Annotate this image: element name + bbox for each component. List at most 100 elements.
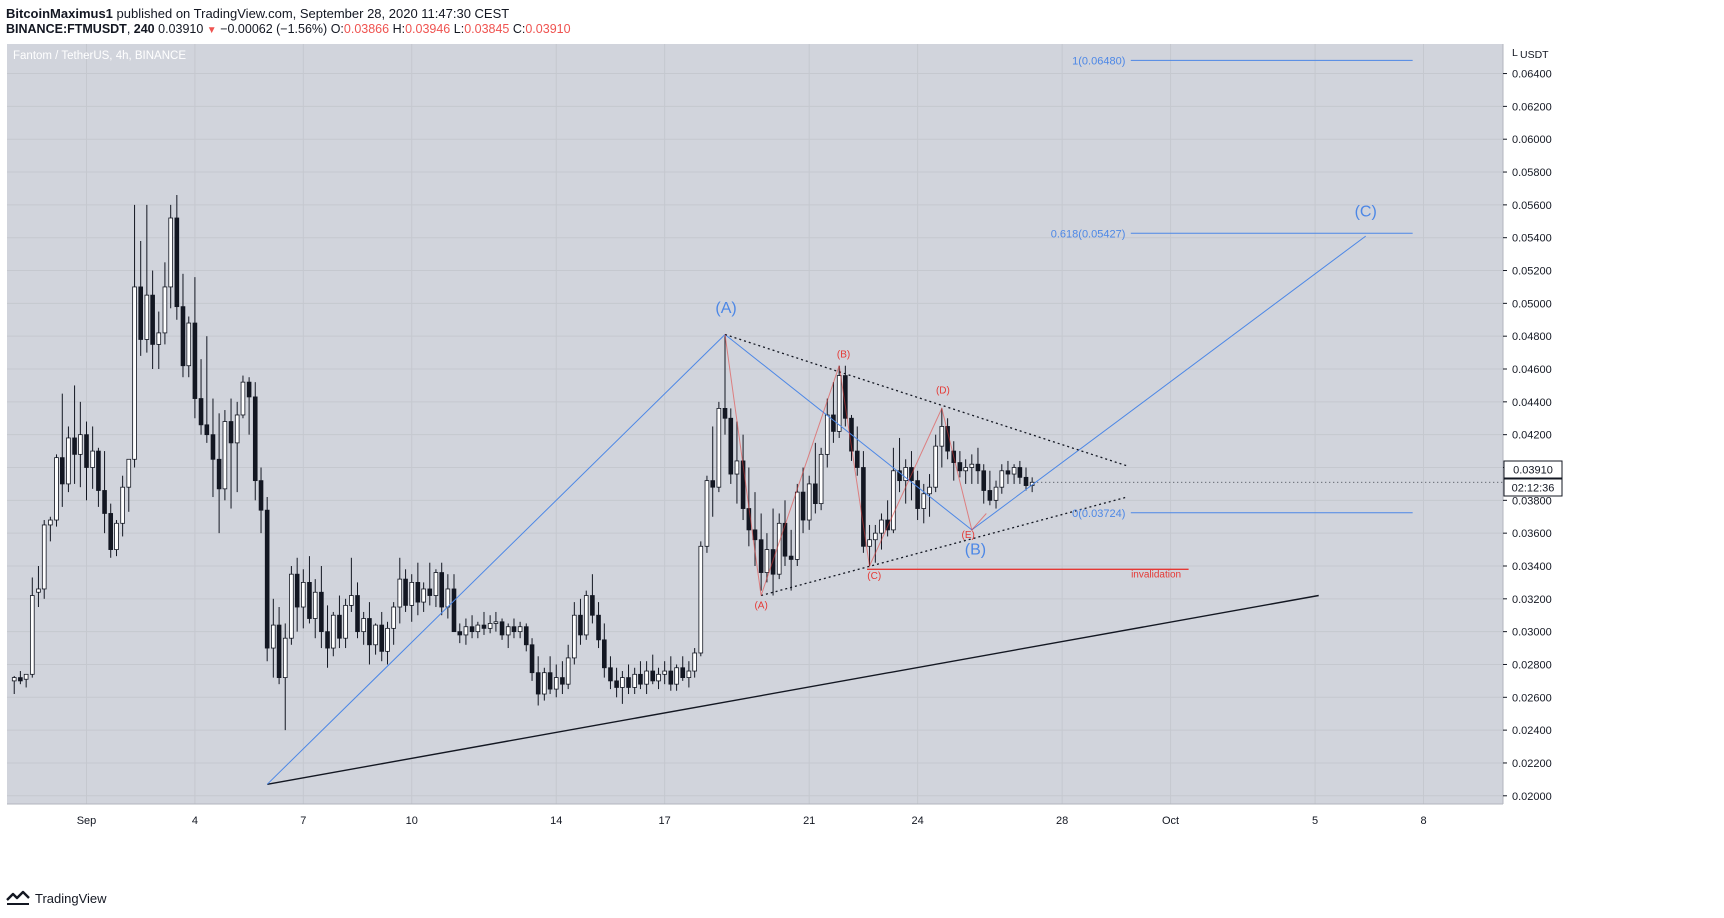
x-axis: Sep 4 7 10 14 17 21 24 28 Oct 5 8 (77, 815, 1427, 827)
low-label: L: (453, 22, 465, 36)
candle-down (722, 408, 728, 419)
wave-label: (E) (962, 530, 975, 541)
trend-lines (267, 594, 1319, 785)
candle-up (698, 545, 704, 654)
publish-info: BitcoinMaximus1 published on TradingView… (6, 6, 509, 21)
candle-up (475, 624, 481, 633)
annotation-label: invalidation (1131, 569, 1181, 580)
candle-down (788, 555, 794, 560)
candle-up (54, 457, 59, 521)
candle-up (385, 627, 390, 652)
candle-up (168, 217, 173, 288)
candle-up (487, 623, 493, 629)
candle-down (668, 670, 674, 685)
candle-up (433, 572, 439, 596)
candle-down (740, 460, 746, 509)
candle-down (228, 421, 234, 444)
candle-up (716, 408, 722, 488)
candle-down (337, 614, 342, 639)
last-price: 0.03910 (158, 22, 204, 36)
candle-up (48, 519, 53, 526)
candle-down (897, 470, 902, 482)
price-scale[interactable] (1503, 44, 1724, 804)
candle-up (343, 604, 348, 639)
candle-up (445, 588, 451, 608)
candle-up (674, 667, 679, 685)
candle-down (885, 519, 890, 531)
candle-up (879, 519, 884, 534)
x-tick-label: 17 (659, 815, 671, 827)
x-tick-label: 10 (406, 815, 418, 827)
y-tick-label: 0.04200 (1512, 430, 1552, 442)
high-value: 0.03946 (405, 22, 451, 36)
candle-down (204, 424, 210, 436)
candle-up (542, 672, 547, 695)
chart-container[interactable]: 1(0.06480) 0.618(0.05427) 0(0.03724) (A) (B… (7, 44, 1724, 882)
y-tick-label: 0.04400 (1512, 397, 1552, 409)
x-tick-label: 8 (1420, 815, 1426, 827)
symbol[interactable]: BINANCE:FTMUSDT (6, 22, 127, 36)
candle-up (969, 463, 975, 468)
log-scale-toggle[interactable]: L (1512, 47, 1518, 59)
candle-up (999, 470, 1005, 488)
candle-down (614, 680, 619, 688)
candle-down (403, 578, 408, 606)
candle-up (993, 486, 999, 501)
candle-down (138, 286, 144, 340)
author-name[interactable]: BitcoinMaximus1 (6, 6, 113, 21)
y-tick-label: 0.02000 (1512, 791, 1552, 803)
candle-up (234, 414, 240, 444)
candle-up (632, 673, 637, 688)
footer: TradingView (0, 884, 1724, 918)
candle-down (307, 582, 312, 619)
candle-up (818, 453, 824, 505)
candle-down (915, 480, 920, 509)
candle-down (511, 626, 517, 633)
y-tick-label: 0.03200 (1512, 594, 1552, 606)
candle-up (23, 673, 29, 680)
y-tick-label: 0.06000 (1512, 134, 1552, 146)
candle-up (41, 524, 47, 590)
candle-up (349, 595, 354, 606)
wave-label: (D) (936, 386, 950, 397)
candle-up (517, 626, 523, 633)
candle-down (439, 572, 445, 608)
candle-up (867, 539, 872, 547)
time-scale[interactable] (7, 804, 1724, 882)
candle-up (903, 467, 908, 482)
candle-up (493, 621, 499, 624)
candle-up (553, 677, 559, 690)
candle-down (355, 595, 360, 633)
candle-down (608, 667, 613, 682)
candle-down (210, 434, 216, 460)
candlestick-chart[interactable]: 1(0.06480) 0.618(0.05427) 0(0.03724) (A) (B… (7, 44, 1724, 882)
wave-label: (B) (837, 350, 850, 361)
y-tick-label: 0.04600 (1512, 364, 1552, 376)
candle-up (572, 614, 577, 659)
candle-up (289, 573, 294, 639)
candle-up (644, 670, 649, 685)
candle-down (319, 591, 324, 633)
candle-down (499, 621, 505, 636)
candle-up (11, 677, 17, 682)
wave-label: (C) (867, 571, 881, 582)
fib-label: 0(0.03724) (1072, 508, 1125, 520)
candle-up (692, 652, 697, 672)
wave-C-blue (971, 235, 1366, 531)
wave-label: (B) (965, 541, 986, 558)
candle-down (174, 217, 180, 308)
close-label: C: (512, 22, 526, 36)
candle-up (78, 434, 83, 455)
tradingview-logo[interactable]: TradingView (6, 890, 107, 906)
candle-up (421, 588, 426, 603)
candle-down (415, 582, 421, 603)
candle-up (656, 673, 661, 682)
candle-up (36, 588, 41, 593)
candle-up (330, 614, 336, 649)
wave-A-blue (266, 334, 726, 785)
candle-up (282, 637, 288, 679)
wave-label: (A) (754, 601, 767, 612)
interval[interactable]: 240 (133, 22, 155, 36)
x-tick-label: Oct (1162, 815, 1179, 827)
y-tick-label: 0.02400 (1512, 725, 1552, 737)
